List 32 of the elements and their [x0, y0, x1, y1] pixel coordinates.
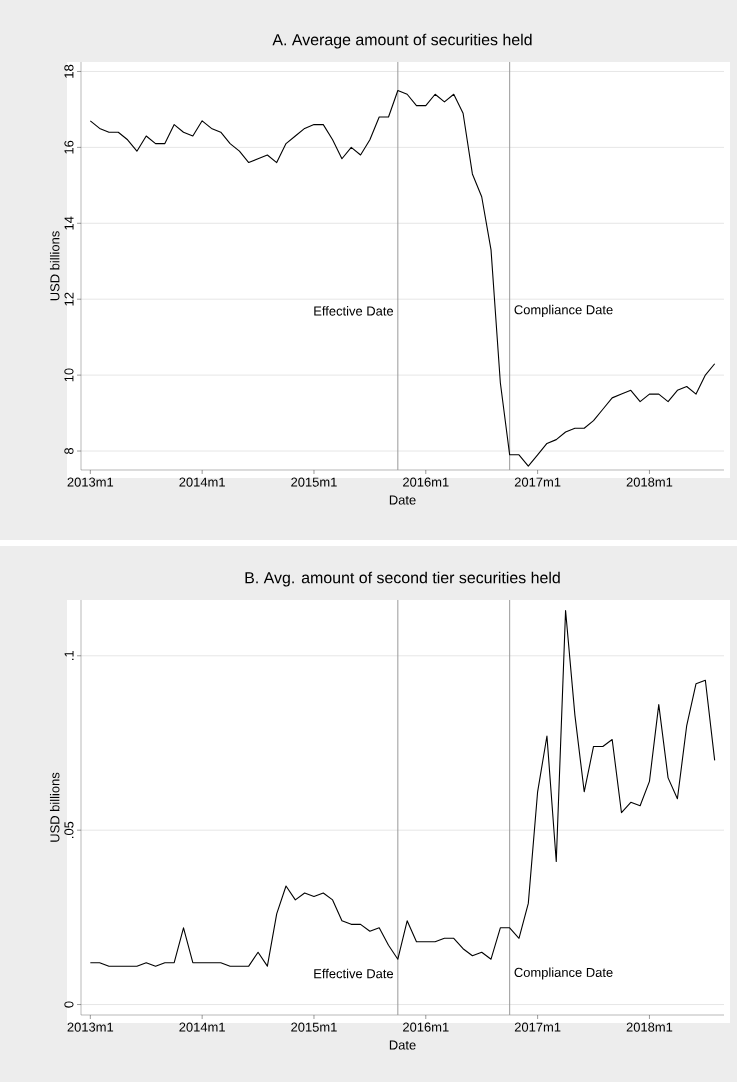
- x-tick-label: 2017m1: [514, 477, 561, 487]
- y-tick-label: 10: [64, 368, 74, 382]
- ref-line-label: Effective Date: [314, 306, 394, 316]
- y-tick-label: 18: [64, 64, 74, 78]
- x-tick-label: 2014m1: [179, 477, 225, 487]
- x-tick-label: 2013m1: [67, 477, 114, 487]
- x-tick-label: 2013m1: [67, 1022, 114, 1032]
- y-tick-label: 8: [64, 447, 74, 455]
- y-axis-title: USD billions: [49, 772, 60, 842]
- y-tick-label: 12: [64, 292, 74, 306]
- x-tick-label: 2015m1: [291, 1022, 337, 1032]
- x-axis-title: Date: [389, 495, 416, 505]
- y-tick-label: 16: [64, 140, 74, 154]
- y-tick-label: .1: [64, 651, 74, 661]
- ref-line-label: Effective Date: [314, 968, 394, 979]
- chart-title: A. Average amount of securities held: [272, 33, 532, 49]
- x-tick-label: 2018m1: [626, 477, 673, 487]
- ref-line-label: Compliance Date: [514, 967, 613, 980]
- line-series: [89, 89, 716, 467]
- y-axis-title: USD billions: [49, 231, 60, 301]
- x-tick-label: 2018m1: [626, 1022, 673, 1032]
- x-tick-label: 2016m1: [403, 477, 449, 487]
- y-tick-label: .05: [64, 821, 74, 838]
- x-tick-label: 2014m1: [179, 1022, 225, 1032]
- y-tick-label: 0: [64, 1001, 74, 1008]
- ref-line-label: Compliance Date: [514, 304, 613, 317]
- chart-title: B. Avg. amount of second tier securities held: [245, 571, 560, 587]
- x-tick-label: 2016m1: [403, 1022, 449, 1032]
- x-tick-label: 2015m1: [291, 477, 337, 487]
- y-tick-label: 14: [64, 216, 74, 230]
- x-tick-label: 2017m1: [514, 1022, 561, 1032]
- x-axis-title: Date: [389, 1040, 416, 1050]
